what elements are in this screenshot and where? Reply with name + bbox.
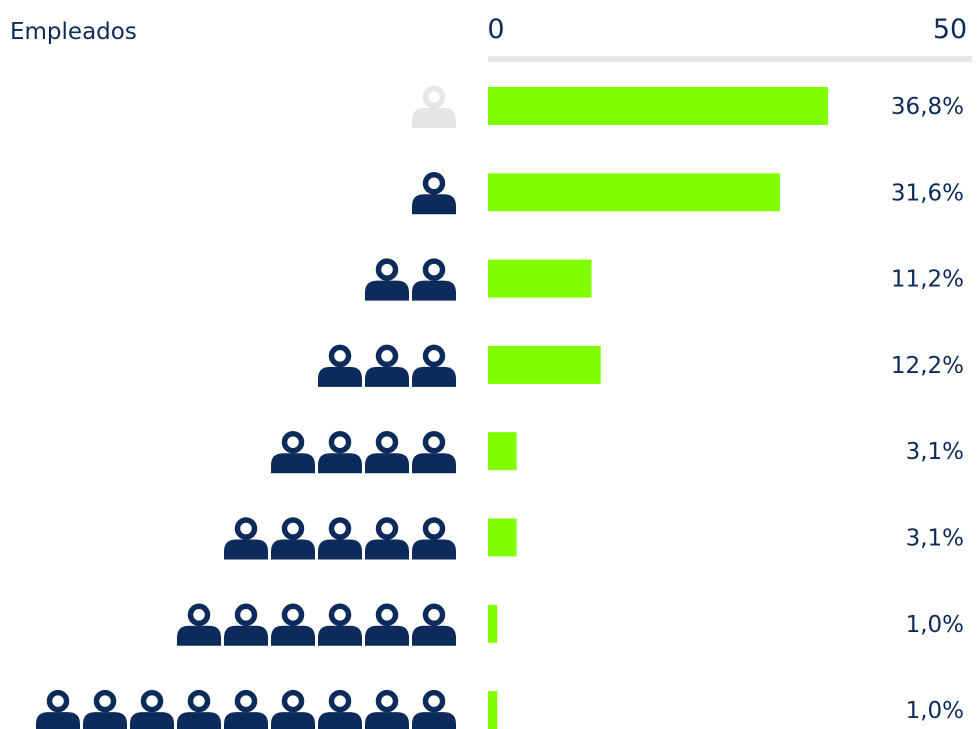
person-icon bbox=[412, 603, 456, 646]
data-label: 31,6% bbox=[891, 180, 964, 206]
axis-tick-label-50: 50 bbox=[933, 14, 967, 45]
data-label: 3,1% bbox=[906, 526, 964, 552]
person-icon bbox=[365, 689, 409, 729]
person-icon bbox=[365, 603, 409, 646]
bar bbox=[488, 87, 829, 125]
person-icon bbox=[412, 85, 456, 128]
person-icon bbox=[365, 430, 409, 474]
person-icon bbox=[83, 689, 127, 729]
person-icon bbox=[318, 344, 362, 387]
data-label: 11,2% bbox=[891, 267, 964, 293]
data-label: 3,1% bbox=[906, 439, 964, 465]
person-icon bbox=[224, 603, 268, 646]
employee-count-icons bbox=[318, 344, 456, 387]
employee-count-icons bbox=[365, 258, 456, 301]
person-icon bbox=[365, 517, 409, 560]
chart-row: 3,1% bbox=[271, 430, 964, 474]
bar bbox=[488, 518, 517, 557]
employee-count-icons bbox=[177, 603, 456, 646]
chart-title: Empleados bbox=[10, 19, 137, 45]
chart-row: 31,6% bbox=[412, 172, 964, 215]
axis-line bbox=[488, 56, 972, 62]
person-icon bbox=[177, 603, 221, 646]
employee-count-icons bbox=[412, 85, 456, 128]
bar bbox=[488, 691, 498, 729]
person-icon bbox=[412, 258, 456, 301]
person-icon bbox=[271, 603, 315, 646]
person-icon bbox=[224, 517, 268, 560]
chart-row: 36,8% bbox=[412, 85, 964, 128]
data-label: 12,2% bbox=[891, 353, 964, 379]
person-icon bbox=[365, 258, 409, 301]
person-icon bbox=[318, 430, 362, 474]
person-icon bbox=[36, 689, 80, 729]
person-icon bbox=[271, 430, 315, 474]
bar bbox=[488, 173, 780, 212]
chart-row: 3,1% bbox=[224, 517, 964, 560]
chart-row: 1,0% bbox=[177, 603, 964, 646]
person-icon bbox=[318, 689, 362, 729]
bar bbox=[488, 432, 517, 471]
person-icon bbox=[412, 172, 456, 215]
axis-tick-label-0: 0 bbox=[487, 14, 504, 45]
chart-row: 1,0% bbox=[36, 689, 964, 729]
employee-count-icons bbox=[224, 517, 456, 560]
person-icon bbox=[318, 603, 362, 646]
chart-rows: 36,8% 31,6% 11,2% 12,2% 3,1% 3,1% 1,0% 1,0% bbox=[36, 85, 964, 729]
employee-count-icons bbox=[36, 689, 456, 729]
person-icon bbox=[318, 517, 362, 560]
bar bbox=[488, 604, 498, 643]
chart-row: 11,2% bbox=[365, 258, 964, 301]
person-icon bbox=[412, 689, 456, 729]
person-icon bbox=[177, 689, 221, 729]
bar bbox=[488, 259, 592, 298]
employee-count-icons bbox=[271, 430, 456, 474]
person-icon bbox=[224, 689, 268, 729]
person-icon bbox=[130, 689, 174, 729]
person-icon bbox=[412, 517, 456, 560]
person-icon bbox=[412, 430, 456, 474]
bar bbox=[488, 345, 601, 384]
person-icon bbox=[412, 344, 456, 387]
data-label: 1,0% bbox=[906, 612, 964, 638]
person-icon bbox=[271, 689, 315, 729]
chart-row: 12,2% bbox=[318, 344, 964, 387]
data-label: 36,8% bbox=[891, 94, 964, 120]
person-icon bbox=[365, 344, 409, 387]
data-label: 1,0% bbox=[906, 698, 964, 724]
person-icon bbox=[271, 517, 315, 560]
employee-count-icons bbox=[412, 172, 456, 215]
